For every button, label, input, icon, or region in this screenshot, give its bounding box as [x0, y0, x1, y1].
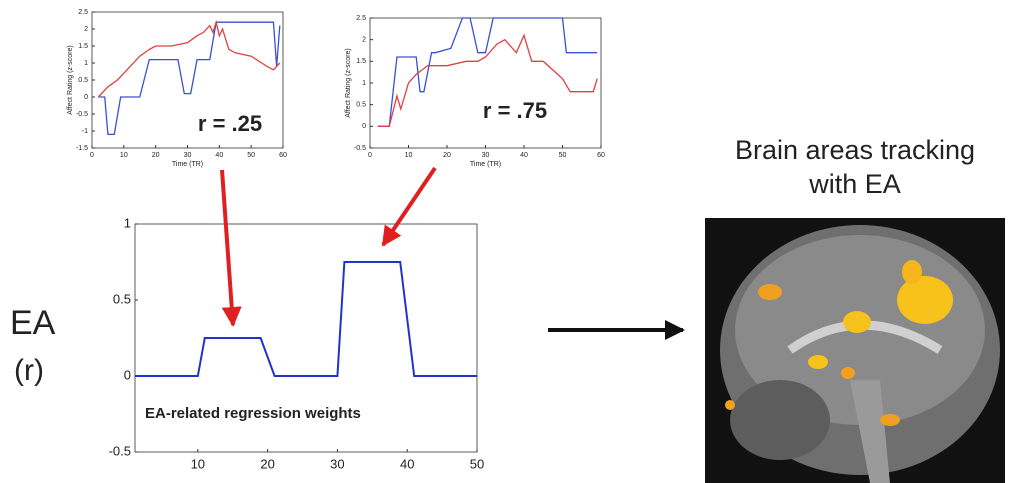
ea-label: EA — [10, 304, 56, 342]
y-axis-label: Affect Rating (z-score) — [67, 45, 74, 115]
y-tick-label: 1 — [124, 215, 131, 230]
x-tick-label: 10 — [405, 152, 413, 159]
x-tick-label: 30 — [330, 456, 344, 471]
x-tick-label: 10 — [191, 456, 205, 471]
y-tick-label: 1 — [362, 80, 366, 87]
y-tick-label: 1.5 — [356, 58, 366, 65]
y-tick-label: 0.5 — [113, 291, 131, 306]
y-tick-label: 0.5 — [78, 77, 88, 84]
x-tick-label: 40 — [400, 456, 414, 471]
y-tick-label: 1.5 — [78, 43, 88, 50]
x-tick-label: 60 — [597, 152, 605, 159]
x-tick-label: 20 — [260, 456, 274, 471]
figure: EA (r) 0102030405060-1.5-1-0.500.511.522… — [0, 0, 1013, 483]
x-axis-label: Time (TR) — [172, 161, 203, 168]
x-tick-label: 60 — [279, 152, 287, 159]
brain-image — [705, 218, 1005, 483]
annotation: r = .25 — [198, 111, 262, 136]
x-tick-label: 10 — [120, 152, 128, 159]
y-tick-label: 2.5 — [356, 15, 366, 22]
x-axis-label: Time (TR) — [470, 161, 501, 168]
ea-unit: (r) — [14, 354, 44, 387]
y-tick-label: -0.5 — [109, 443, 131, 458]
y-tick-label: 2.5 — [78, 9, 88, 16]
plot-frame — [370, 18, 601, 148]
y-tick-label: 0 — [84, 94, 88, 101]
x-tick-label: 50 — [247, 152, 255, 159]
x-tick-label: 30 — [482, 152, 490, 159]
y-tick-label: 0.5 — [356, 102, 366, 109]
y-tick-label: 2 — [84, 26, 88, 33]
y-axis-label: Affect Rating (z-score) — [345, 48, 352, 118]
y-tick-label: -1 — [82, 128, 88, 135]
x-tick-label: 40 — [520, 152, 528, 159]
y-tick-label: 2 — [362, 37, 366, 44]
y-tick-label: -0.5 — [76, 111, 88, 118]
annotation: EA-related regression weights — [145, 405, 361, 422]
x-tick-label: 30 — [184, 152, 192, 159]
y-tick-label: 1 — [84, 60, 88, 67]
x-tick-label: 50 — [559, 152, 567, 159]
x-tick-label: 50 — [470, 456, 484, 471]
page: {"chart_data": [ {"type": "line", "xlabe… — [0, 0, 1013, 483]
y-tick-label: 0 — [124, 367, 131, 382]
x-tick-label: 20 — [443, 152, 451, 159]
x-tick-label: 20 — [152, 152, 160, 159]
x-tick-label: 40 — [215, 152, 223, 159]
y-tick-label: -1.5 — [76, 145, 88, 152]
annotation: r = .75 — [483, 98, 547, 123]
x-tick-label: 0 — [90, 152, 94, 159]
y-tick-label: -0.5 — [354, 145, 366, 152]
x-tick-label: 0 — [368, 152, 372, 159]
y-tick-label: 0 — [362, 123, 366, 130]
